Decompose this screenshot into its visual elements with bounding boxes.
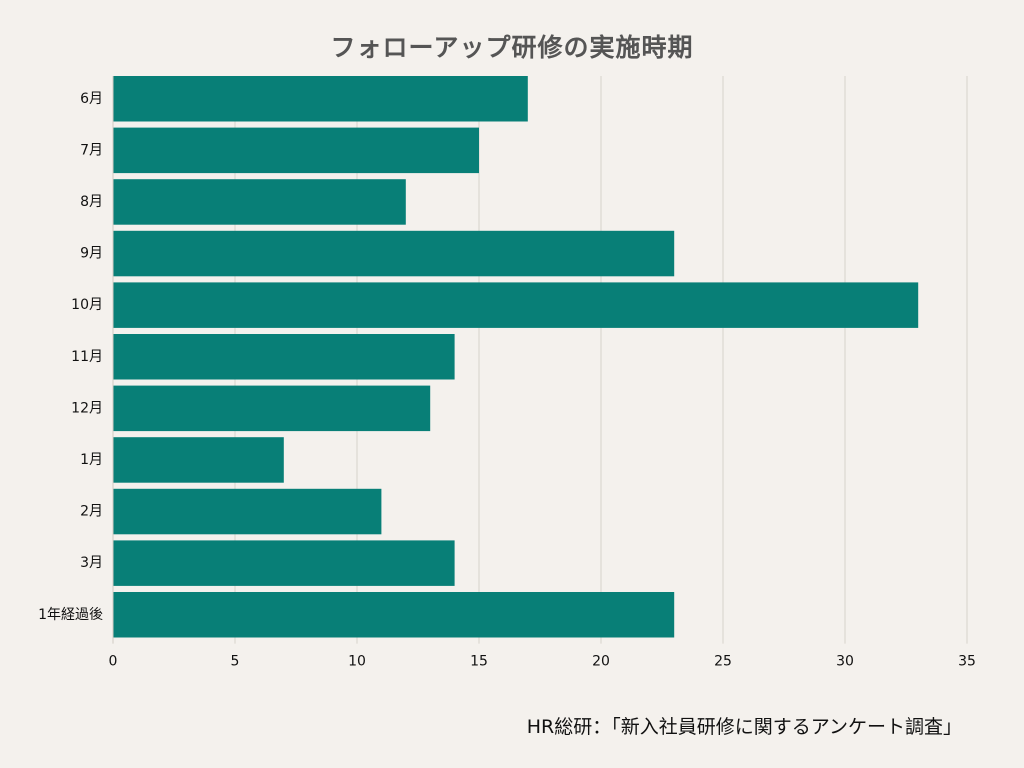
category-label-6: 11月: [71, 349, 103, 365]
bar-10[interactable]: [113, 540, 455, 586]
bar-11[interactable]: [113, 592, 675, 638]
bars: [113, 76, 919, 638]
x-tick-label-5: 5: [231, 654, 240, 670]
x-tick-label-10: 10: [348, 654, 366, 670]
category-label-1: 6月: [80, 91, 103, 107]
x-tick-label-35: 35: [958, 654, 976, 670]
bar-8[interactable]: [113, 437, 284, 483]
x-tick-label-0: 0: [109, 654, 118, 670]
category-label-11: 1年経過後: [38, 607, 103, 623]
bar-5[interactable]: [113, 282, 919, 328]
bar-4[interactable]: [113, 230, 675, 277]
category-label-5: 10月: [71, 297, 103, 313]
x-tick-labels: 0 5 10 15 20 25 30 35: [109, 654, 976, 670]
category-label-9: 2月: [80, 504, 103, 520]
category-label-4: 9月: [80, 246, 103, 262]
chart-title: フォローアップ研修の実施時期: [330, 33, 694, 62]
category-label-7: 12月: [71, 400, 103, 416]
category-label-3: 8月: [80, 194, 103, 210]
category-labels: 6月 7月 8月 9月 10月 11月 12月 1月 2月 3月 1年経過後: [38, 91, 103, 623]
x-tick-label-25: 25: [714, 654, 732, 670]
source-note: HR総研：「新入社員研修に関するアンケート調査」: [526, 716, 962, 738]
bar-3[interactable]: [113, 179, 406, 225]
x-tick-label-20: 20: [592, 654, 610, 670]
bar-6[interactable]: [113, 334, 455, 380]
bar-9[interactable]: [113, 488, 382, 535]
category-label-8: 1月: [80, 452, 103, 468]
x-tick-label-15: 15: [470, 654, 488, 670]
bar-7[interactable]: [113, 385, 431, 432]
x-tick-label-30: 30: [836, 654, 854, 670]
category-label-2: 7月: [80, 142, 103, 158]
bar-2[interactable]: [113, 127, 479, 174]
category-label-10: 3月: [80, 555, 103, 571]
bar-1[interactable]: [113, 76, 528, 122]
